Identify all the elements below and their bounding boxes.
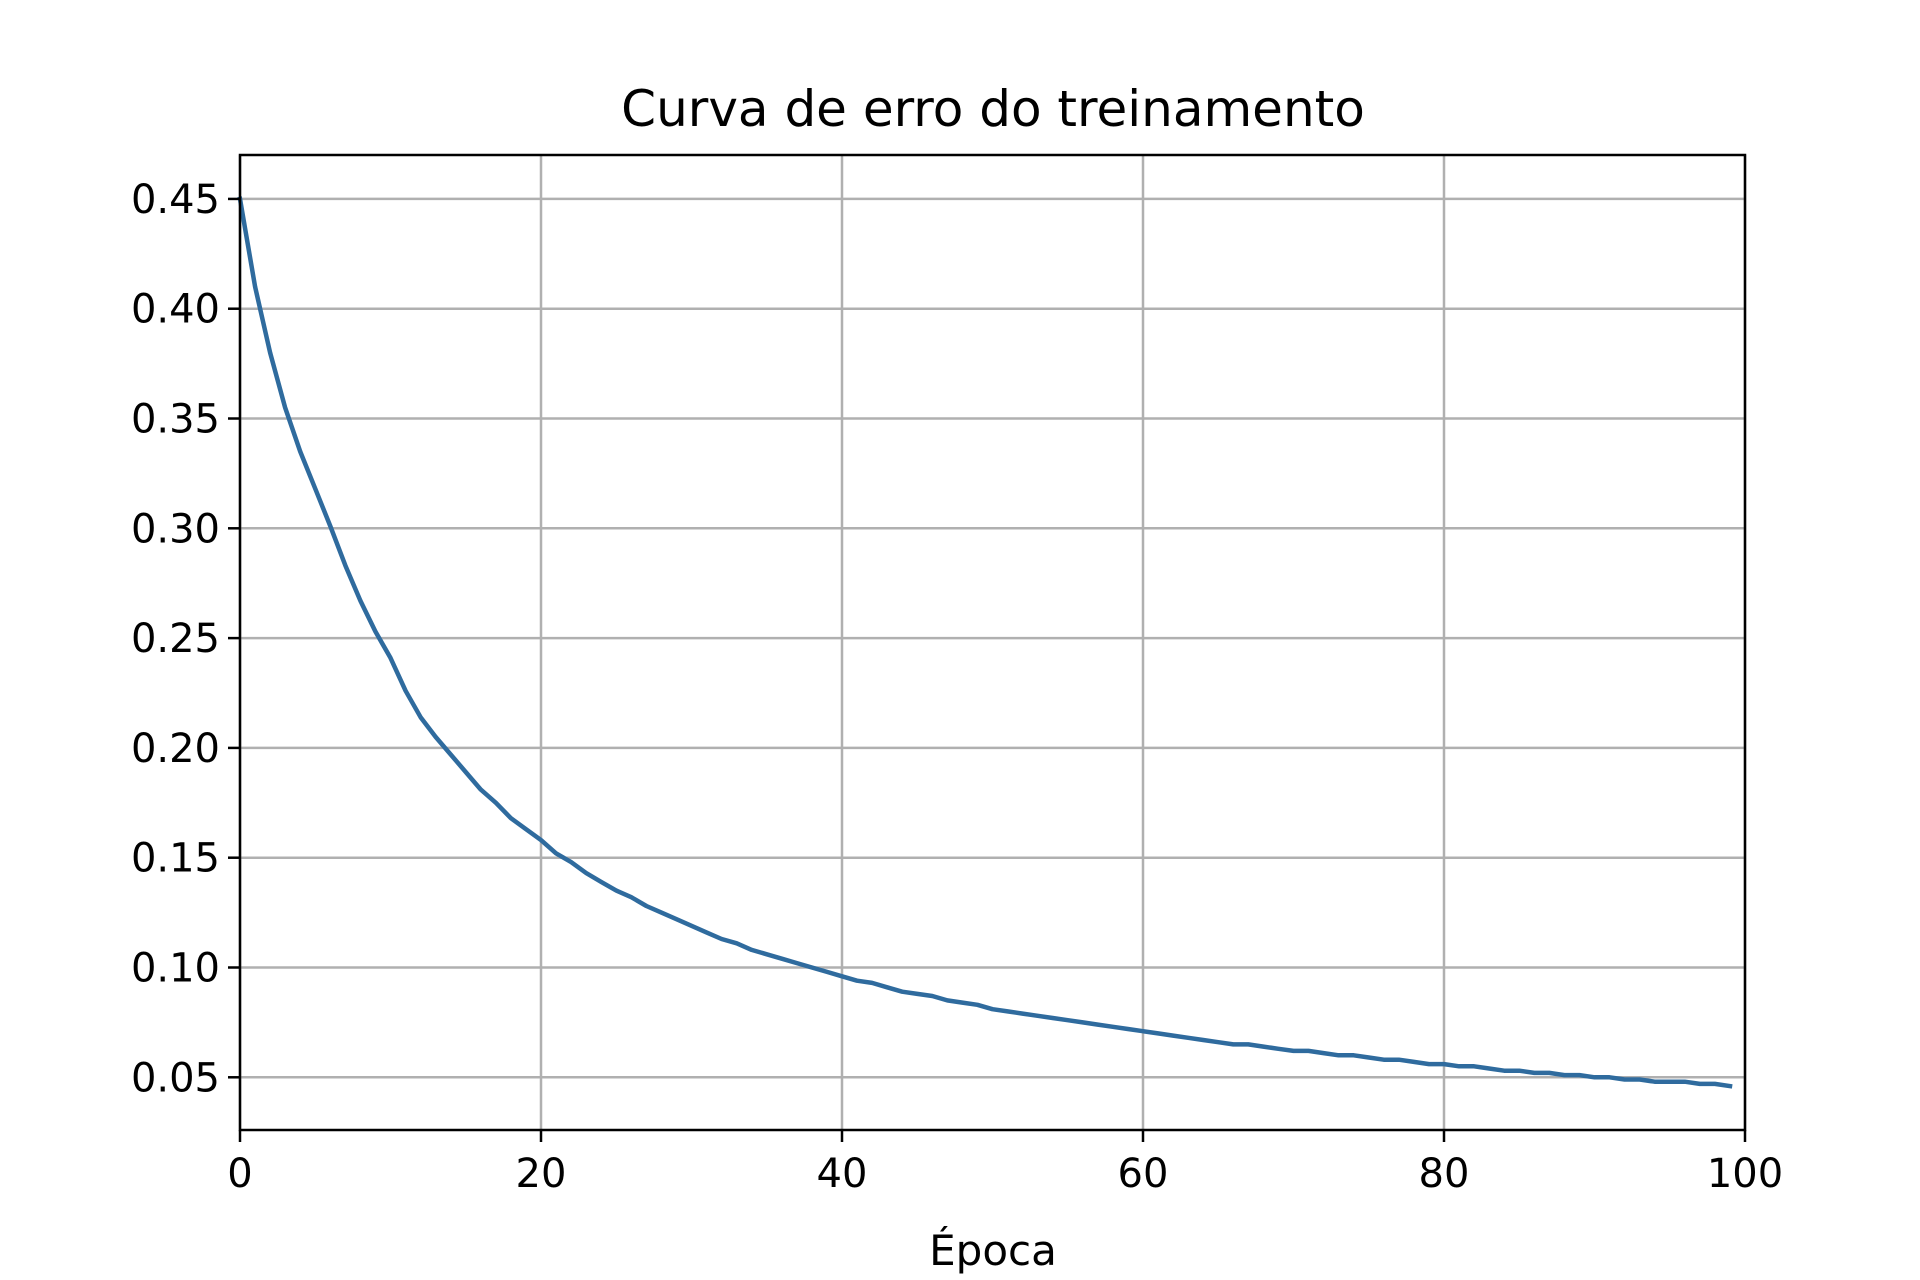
x-tick-label: 40 [817,1151,868,1197]
x-axis-label: Época [929,1225,1057,1275]
x-tick-label: 80 [1419,1151,1470,1197]
y-tick-label: 0.15 [131,836,220,882]
series-line [237,196,1733,1089]
y-tick-label: 0.25 [131,616,220,662]
x-tick-label: 0 [227,1151,252,1197]
x-tick-label: 20 [516,1151,567,1197]
chart-title: Curva de erro do treinamento [621,80,1365,138]
tick-layer: 0 20 40 60 80 100 0.05 0.10 0.15 0.20 0.25 0.30 0.35… [131,177,1783,1197]
x-tick-label: 100 [1707,1151,1783,1197]
y-tick-label: 0.10 [131,946,220,992]
y-tick-label: 0.20 [131,726,220,772]
y-tick-label: 0.40 [131,287,220,333]
y-tick-label: 0.05 [131,1055,220,1101]
y-tick-label: 0.45 [131,177,220,223]
y-tick-label: 0.35 [131,397,220,443]
series-layer [237,196,1733,1089]
x-tick-label: 60 [1118,1151,1169,1197]
plot-frame [238,153,1747,1132]
y-tick-label: 0.30 [131,506,220,552]
